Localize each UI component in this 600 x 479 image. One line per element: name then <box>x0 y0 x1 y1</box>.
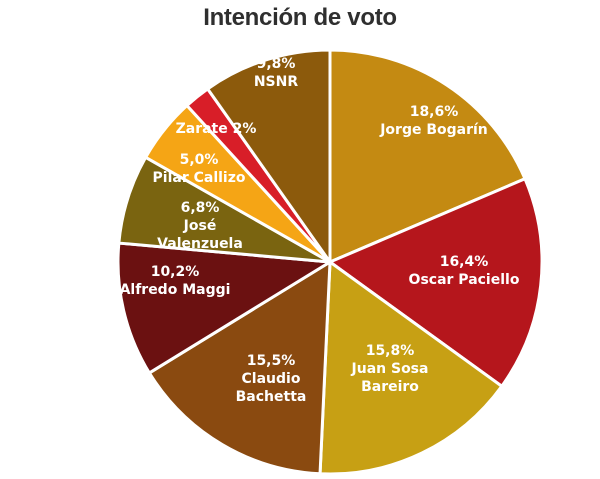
slice-label: 10,2% Alfredo Maggi <box>120 264 231 298</box>
chart-title: Intención de voto <box>203 4 397 31</box>
slice-label-line: NSNR <box>254 74 299 90</box>
pie-slice <box>206 48 332 264</box>
pie-labels: 18,6% Jorge Bogarín 16,4% Oscar Paciello 15,… <box>120 56 520 405</box>
slice-label-line: 6,8% <box>181 200 220 216</box>
pie-slice <box>147 260 332 476</box>
pie-slices <box>116 48 544 476</box>
slice-label-line: 15,5% <box>247 353 296 369</box>
slice-label-line: Juan Sosa <box>351 361 429 377</box>
slice-label: 16,4% Oscar Paciello <box>409 254 520 288</box>
pie-slice <box>318 260 504 476</box>
pie-slice <box>328 177 544 388</box>
slice-label-line: Claudio <box>242 371 301 387</box>
slice-label-line: Jorge Bogarín <box>379 122 488 138</box>
slice-label: 6,8% José Valenzuela <box>157 200 243 252</box>
slice-label-line: 18,6% <box>410 104 459 120</box>
slice-label: 15,8% Juan Sosa Bareiro <box>351 343 429 395</box>
slice-label: Zarate 2% <box>176 121 257 137</box>
pie-slice <box>116 241 332 375</box>
slice-label-line: Pilar Callizo <box>153 170 246 186</box>
slice-label-line: Valenzuela <box>157 236 243 252</box>
slice-label: 5,0% Pilar Callizo <box>153 152 246 186</box>
slice-label-line: 15,8% <box>366 343 415 359</box>
slice-label: 18,6% Jorge Bogarín <box>379 104 488 138</box>
slice-label-line: 5,0% <box>180 152 219 168</box>
slice-label: 15,5% Claudio Bachetta <box>236 353 307 405</box>
slice-label-line: Oscar Paciello <box>409 272 520 288</box>
slice-label-line: Alfredo Maggi <box>120 282 231 298</box>
slice-label-line: 9,8% <box>257 56 296 72</box>
slice-label-line: Zarate 2% <box>176 121 257 137</box>
slice-label-line: Bareiro <box>361 379 419 395</box>
slice-label-line: 16,4% <box>440 254 489 270</box>
slice-label: 9,8% NSNR <box>254 56 299 90</box>
slice-label-line: Bachetta <box>236 389 307 405</box>
slice-label-line: 10,2% <box>151 264 200 280</box>
pie-slice <box>328 48 527 264</box>
slice-label-line: José <box>183 218 217 234</box>
